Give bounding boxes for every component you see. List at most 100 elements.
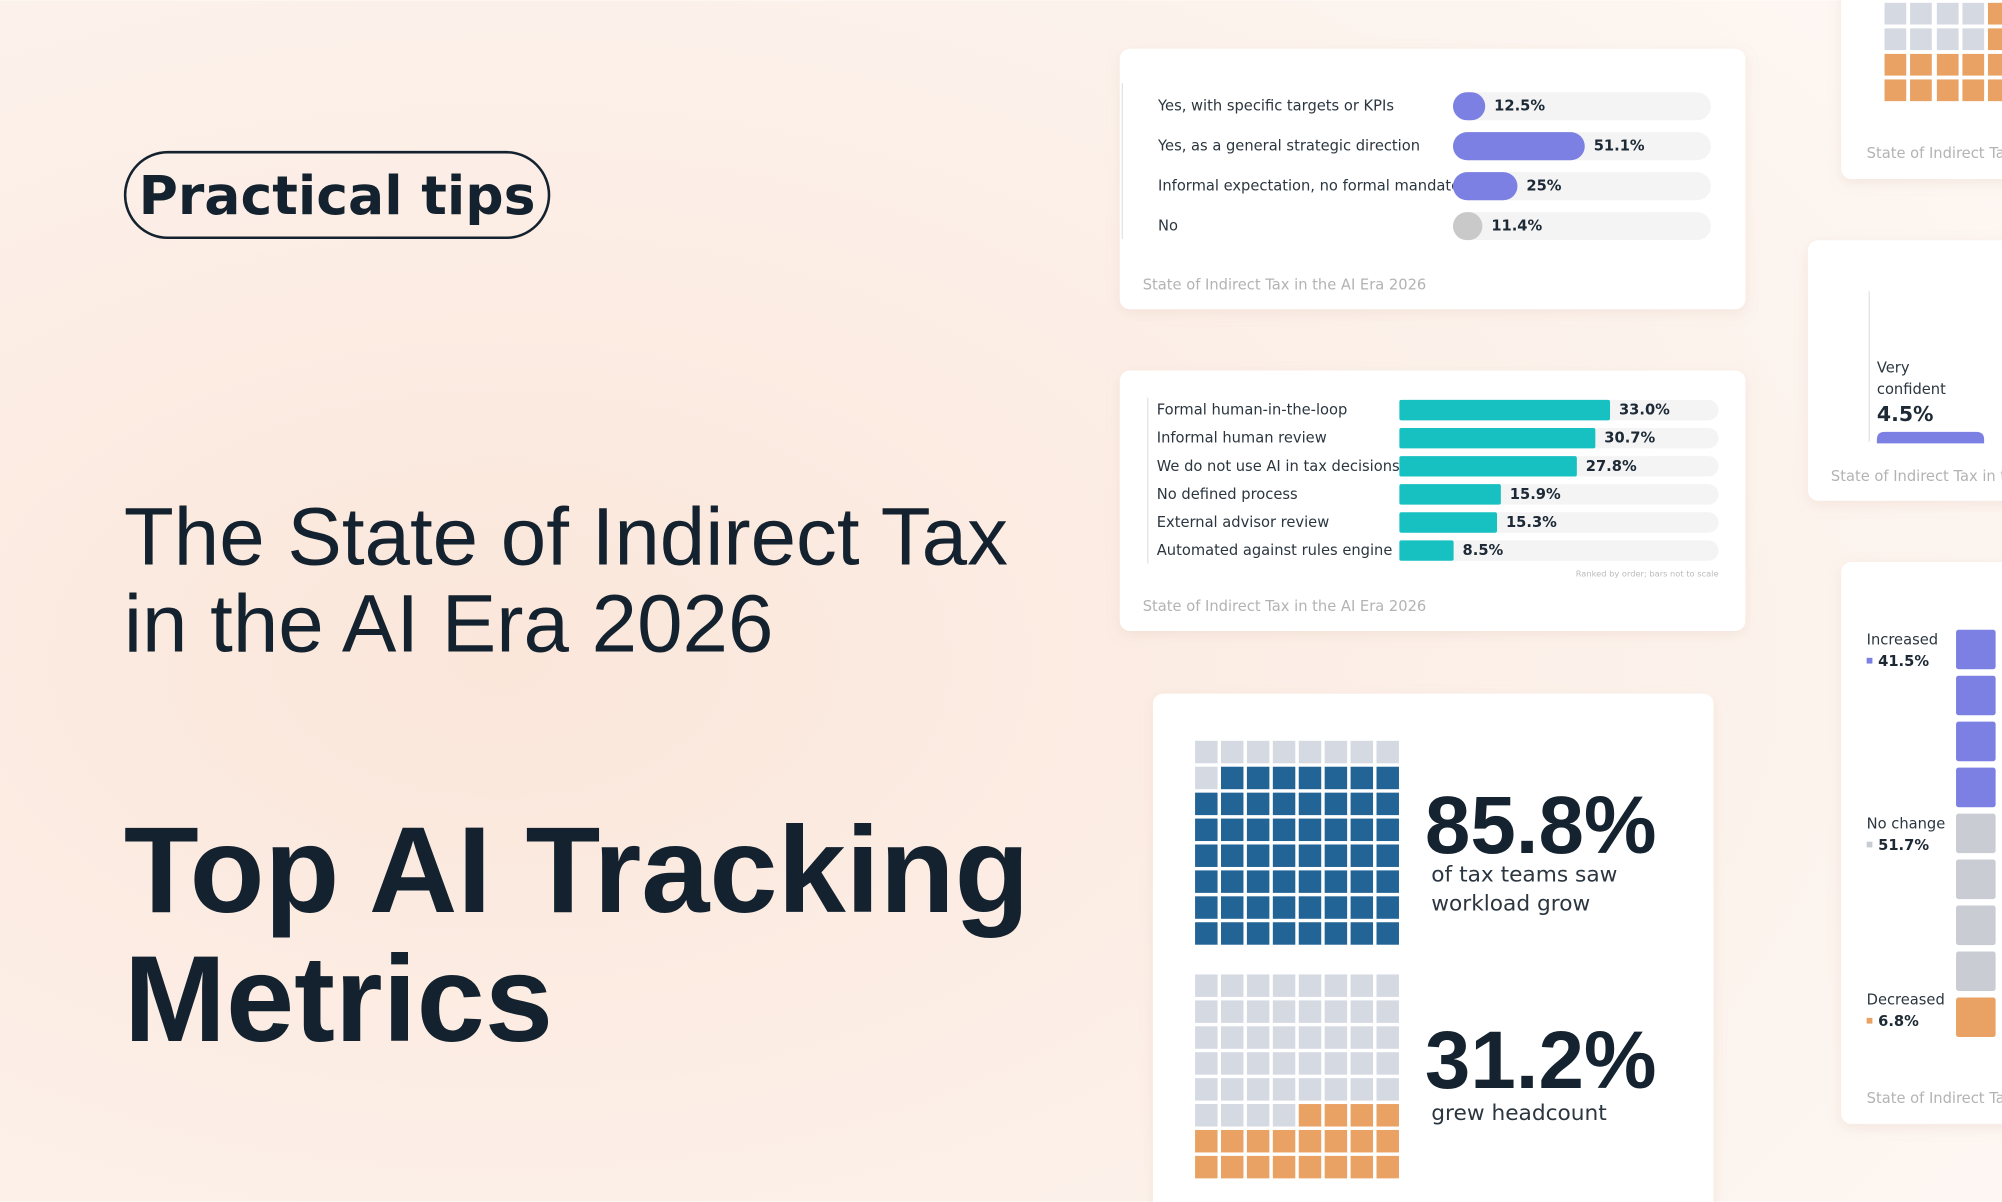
waffle-cell	[1246, 740, 1270, 764]
legend-name: Increased	[1867, 631, 1938, 648]
category-label: Automated against rules engine	[1157, 542, 1393, 559]
value-label: 4.5%	[1877, 402, 1934, 426]
waffle-cell-filled	[1298, 1155, 1322, 1179]
waffle-cell-filled	[1195, 896, 1218, 919]
waffle-cell-filled	[1298, 766, 1322, 790]
legend-value: 41.5%	[1878, 653, 1929, 670]
waffle-cell-filled	[1298, 792, 1322, 816]
value-label: 12.5%	[1494, 98, 1545, 115]
subtitle-line: The State of Indirect Tax	[124, 492, 1008, 583]
waffle-cell-filled	[1272, 766, 1296, 790]
waffle-cell-filled	[1246, 896, 1270, 919]
waffle-cell	[1324, 1052, 1348, 1075]
waffle-cell	[1220, 974, 1244, 997]
cell	[1910, 2, 1932, 25]
waffle-cell-filled	[1324, 896, 1348, 919]
bar	[1399, 399, 1611, 421]
waffle-cell-filled	[1376, 818, 1399, 842]
square	[1956, 997, 1996, 1038]
waffle-cell-filled	[1298, 844, 1322, 867]
caption: grew headcount	[1431, 1101, 1607, 1126]
waffle-cell	[1195, 1000, 1218, 1023]
legend-swatch	[1866, 841, 1873, 848]
tag: Practical tips	[139, 164, 536, 227]
waffle-cell-filled	[1220, 896, 1244, 919]
big-number: 31.2%	[1425, 1015, 1657, 1106]
waffle-cell-filled	[1324, 792, 1348, 816]
waffle-cell-filled	[1350, 1104, 1374, 1127]
waffle-cell-filled	[1195, 818, 1218, 842]
cell	[1962, 2, 1985, 25]
waffle-cell-filled	[1272, 818, 1296, 842]
waffle-cell-filled	[1220, 766, 1244, 790]
waffle-cell-filled	[1246, 792, 1270, 816]
cell	[1884, 79, 1907, 102]
value-label: 33.0%	[1619, 402, 1670, 419]
value-label: 25%	[1526, 178, 1561, 195]
waffle-cell-filled	[1350, 792, 1374, 816]
bar	[1399, 540, 1454, 561]
waffle-cell-filled	[1246, 844, 1270, 867]
waffle-cell-filled	[1324, 922, 1348, 945]
bar	[1452, 212, 1483, 241]
waffle-cell-filled	[1350, 1129, 1374, 1153]
waffle-cell-filled	[1272, 896, 1296, 919]
waffle-cell-filled	[1376, 870, 1399, 893]
cell	[1910, 79, 1932, 102]
bar	[1452, 132, 1585, 161]
cell	[1936, 2, 1959, 25]
legend-value: 51.7%	[1878, 837, 1929, 854]
waffle-cell-filled	[1376, 844, 1399, 867]
waffle-cell-filled	[1324, 844, 1348, 867]
waffle-cell-filled	[1195, 792, 1218, 816]
value-label: 15.3%	[1506, 514, 1557, 531]
caption: workload grow	[1431, 892, 1590, 917]
cell	[1936, 79, 1959, 102]
waffle-cell	[1272, 1026, 1296, 1049]
waffle-cell-filled	[1246, 922, 1270, 945]
bar	[1399, 427, 1596, 449]
waffle-fragment	[1884, 2, 2002, 102]
value-label: 8.5%	[1463, 542, 1504, 559]
waffle-cell	[1324, 1078, 1348, 1101]
waffle-cell-filled	[1246, 870, 1270, 893]
square	[1956, 629, 1996, 670]
waffle-cell-filled	[1350, 844, 1374, 867]
waffle-cell-filled	[1195, 1129, 1218, 1153]
waffle-cell	[1272, 1000, 1296, 1023]
square	[1956, 675, 1996, 716]
waffle-cell	[1195, 1026, 1218, 1049]
label: confident	[1877, 381, 1946, 398]
waffle-cell	[1220, 1026, 1244, 1049]
value-label: 30.7%	[1604, 430, 1655, 447]
waffle-cell	[1298, 1052, 1322, 1075]
waffle-cell-filled	[1350, 896, 1374, 919]
waffle-cell	[1246, 1000, 1270, 1023]
waffle-cell-filled	[1298, 818, 1322, 842]
cell	[1962, 79, 1985, 102]
waffle-cell	[1272, 1104, 1296, 1127]
waffle-cell	[1350, 740, 1374, 764]
waffle-cell	[1195, 1104, 1218, 1127]
source: State of Indirect Tax in the AI Era 2026	[1867, 1090, 2002, 1107]
waffle-cell	[1350, 1000, 1374, 1023]
waffle-cell-filled	[1324, 1129, 1348, 1153]
bar	[1876, 431, 1985, 444]
waffle-cell-filled	[1350, 922, 1374, 945]
bar-track	[1399, 540, 1719, 561]
cell	[1987, 53, 2002, 76]
source: State of Indirect Tax in the AI Era 2026	[1143, 276, 1427, 293]
waffle-cell-filled	[1272, 922, 1296, 945]
waffle-cell-filled	[1298, 922, 1322, 945]
waffle-cell	[1324, 1000, 1348, 1023]
title-line: Metrics	[124, 930, 553, 1067]
waffle-cell	[1195, 766, 1218, 790]
waffle-cell	[1324, 740, 1348, 764]
source: State of Indirect Tax in the AI Era 2026	[1143, 598, 1427, 615]
caption: of tax teams saw	[1431, 862, 1617, 887]
waffle-cell	[1350, 1052, 1374, 1075]
waffle-cell	[1272, 974, 1296, 997]
